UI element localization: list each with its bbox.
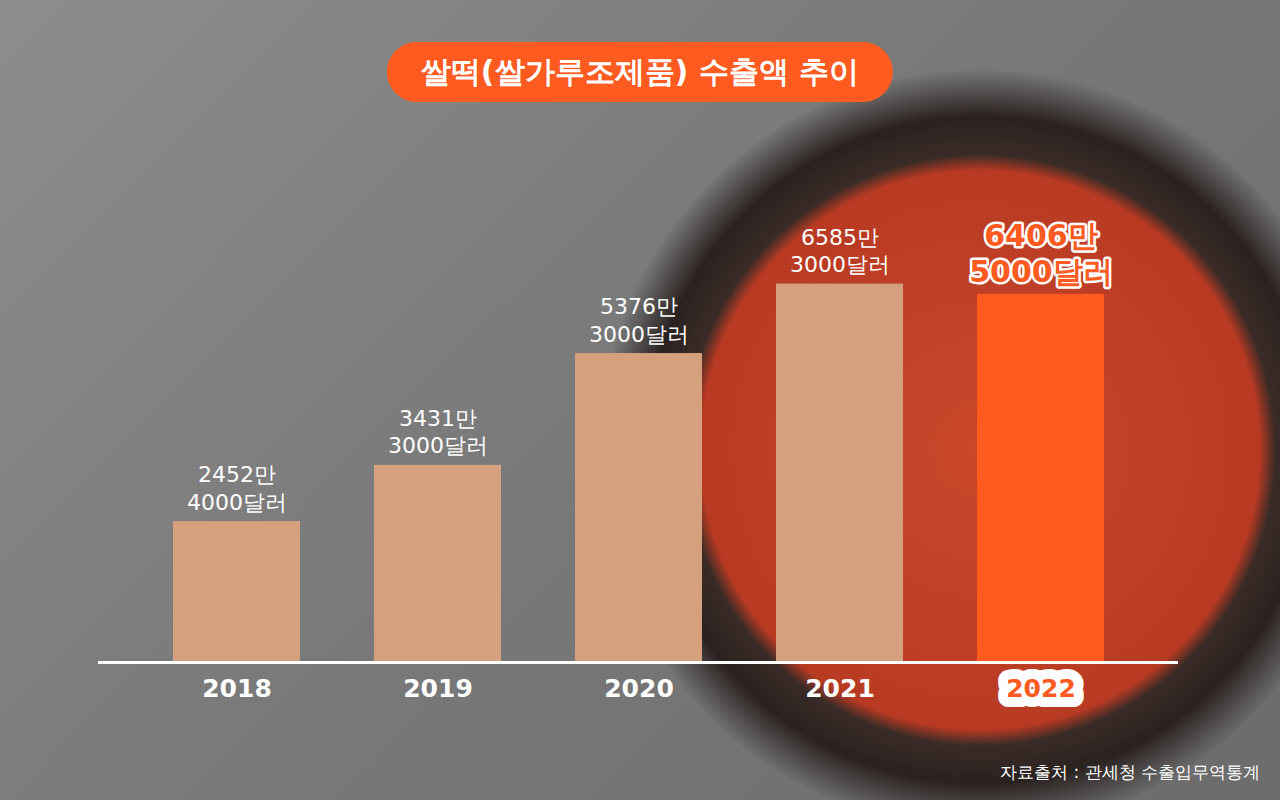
svg-text:2452만4000달러: 2452만4000달러 — [187, 462, 287, 515]
svg-text:2022: 2022 — [1006, 674, 1076, 703]
svg-text:2019: 2019 — [403, 674, 473, 703]
svg-text:2018: 2018 — [202, 674, 272, 703]
html-text:쌀떡(쌀가루조제품) 수출액 추이: 쌀떡(쌀가루조제품) 수출액 추이 — [420, 54, 860, 89]
svg-text:2020: 2020 — [604, 674, 674, 703]
svg-text:3431만3000달러: 3431만3000달러 — [388, 406, 488, 459]
svg-text:2021: 2021 — [805, 674, 875, 703]
svg-text:5376만3000달러: 5376만3000달러 — [589, 294, 689, 347]
svg-text:6585만3000달러: 6585만3000달러 — [790, 225, 890, 278]
svg-text:6406만5000달러: 6406만5000달러 — [969, 218, 1113, 289]
html-text:자료출처 : 관세청 수출입무역통계: 자료출처 : 관세청 수출입무역통계 — [1000, 762, 1260, 782]
